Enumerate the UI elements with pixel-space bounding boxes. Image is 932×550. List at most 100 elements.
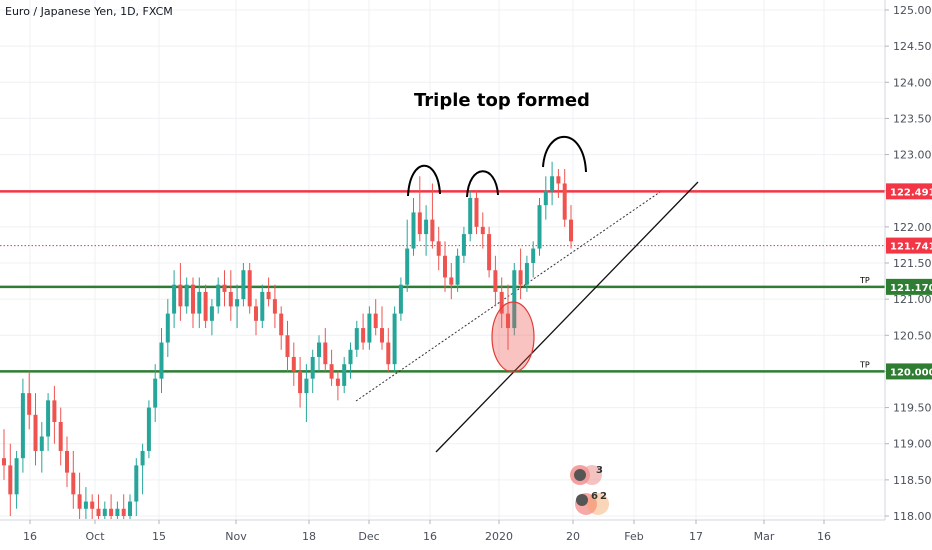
price-tick-label: 123.500 <box>893 112 932 125</box>
candle-body <box>102 508 107 516</box>
candle-body <box>14 458 19 495</box>
price-tick-label: 124.500 <box>893 40 932 53</box>
time-tick-label: 18 <box>302 530 316 543</box>
candle-body <box>556 176 561 184</box>
candle-body <box>191 284 195 314</box>
candle-body <box>235 299 240 307</box>
top-arc-1[interactable] <box>407 164 441 197</box>
candle-body <box>39 436 44 451</box>
candle-body <box>569 219 573 242</box>
resistance-label: 122.491 <box>890 187 932 198</box>
time-tick-label: 20 <box>566 530 580 543</box>
candle-body <box>222 284 227 292</box>
candle-body <box>342 364 347 386</box>
candle-body <box>304 378 309 394</box>
candle-body <box>317 342 321 357</box>
candle-body <box>96 508 101 516</box>
price-tick-label: 119.500 <box>893 402 932 415</box>
candle-body <box>209 306 214 321</box>
price-tick-label: 121.000 <box>893 293 932 306</box>
candle-body <box>487 234 492 271</box>
candle-body <box>417 212 422 235</box>
candle-body <box>90 501 95 509</box>
candle-body <box>77 494 82 509</box>
price-tick-label: 121.500 <box>893 257 932 270</box>
candle-body <box>323 342 328 365</box>
candle-body <box>52 400 57 423</box>
candle-body <box>109 508 114 516</box>
candle-body <box>455 255 460 285</box>
candle-body <box>153 378 158 408</box>
candle-body <box>146 407 151 451</box>
price-tick-label: 122.000 <box>893 221 932 234</box>
candle-body <box>443 255 447 278</box>
price-tick-label: 124.000 <box>893 76 932 89</box>
time-tick-label: Feb <box>624 530 643 543</box>
candle-body <box>310 356 315 379</box>
time-tick-label: Dec <box>358 530 379 543</box>
time-tick-label: Mar <box>754 530 775 543</box>
candle-body <box>550 176 555 191</box>
candle-body <box>159 342 164 379</box>
price-tick-label: 118.000 <box>893 510 932 523</box>
candle-body <box>216 284 221 307</box>
candle-body <box>348 349 353 365</box>
candle-body <box>335 378 340 386</box>
candle-body <box>367 313 372 343</box>
price-tick-label: 120.500 <box>893 329 932 342</box>
last-price-label: 121.741 <box>890 242 932 253</box>
candle-body <box>140 450 145 466</box>
candle-body <box>172 284 177 314</box>
candle-body <box>272 299 277 314</box>
candle-body <box>329 364 334 379</box>
candle-body <box>461 234 466 256</box>
price-tick-label: 123.000 <box>893 149 932 162</box>
price-tick-label: 118.500 <box>893 474 932 487</box>
time-tick-label: 17 <box>689 530 703 543</box>
candle-body <box>543 190 548 206</box>
candle-body <box>405 248 410 285</box>
candle-body <box>436 241 441 256</box>
candle-body <box>480 226 485 235</box>
resistance-label-bg <box>886 183 932 200</box>
candle-body <box>83 501 88 509</box>
tp-1-label-bg <box>886 278 932 295</box>
candle-body <box>398 284 403 314</box>
breakout-highlight-ellipse[interactable] <box>491 301 535 373</box>
candle-body <box>562 183 567 220</box>
candle-body <box>8 465 13 495</box>
chart-title: Euro / Japanese Yen, 1D, FXCM <box>5 5 173 18</box>
horizontal-levels[interactable]: TP TP <box>0 190 885 373</box>
candle-body <box>380 328 384 343</box>
time-axis[interactable]: 16 Oct 15 Nov 18 Dec 16 2020 20 Feb 17 Mar 16 <box>23 520 831 543</box>
candle-body <box>165 313 170 343</box>
candle-body <box>424 219 429 235</box>
support-trend-line[interactable] <box>435 181 699 453</box>
time-tick-label: 16 <box>817 530 831 543</box>
candle-body <box>524 263 529 285</box>
top-arc-3[interactable] <box>542 135 587 173</box>
candle-body <box>386 342 391 365</box>
candle-body <box>506 313 510 329</box>
candle-body <box>20 393 25 459</box>
candle-body <box>71 472 76 495</box>
candle-body <box>354 328 359 350</box>
candle-body <box>285 335 290 357</box>
candle-body <box>260 291 265 321</box>
price-axis[interactable]: 125.000124.500124.000123.500123.000122.5… <box>885 4 932 523</box>
event-badges[interactable]: 3 6 2 <box>570 465 609 515</box>
candle-body <box>468 197 473 235</box>
candle-body <box>241 270 246 300</box>
tp-2-label-bg <box>886 363 932 380</box>
candle-body <box>65 450 69 473</box>
candle-body <box>128 501 132 516</box>
candle-body <box>184 284 189 307</box>
candle-body <box>228 291 233 307</box>
tp-2-label: 120.000 <box>890 367 932 378</box>
candle-body <box>430 219 435 242</box>
candle-body <box>537 205 542 249</box>
price-tick-label: 119.000 <box>893 438 932 451</box>
last-price-label-bg <box>886 237 932 254</box>
top-arc-2[interactable] <box>466 170 499 198</box>
